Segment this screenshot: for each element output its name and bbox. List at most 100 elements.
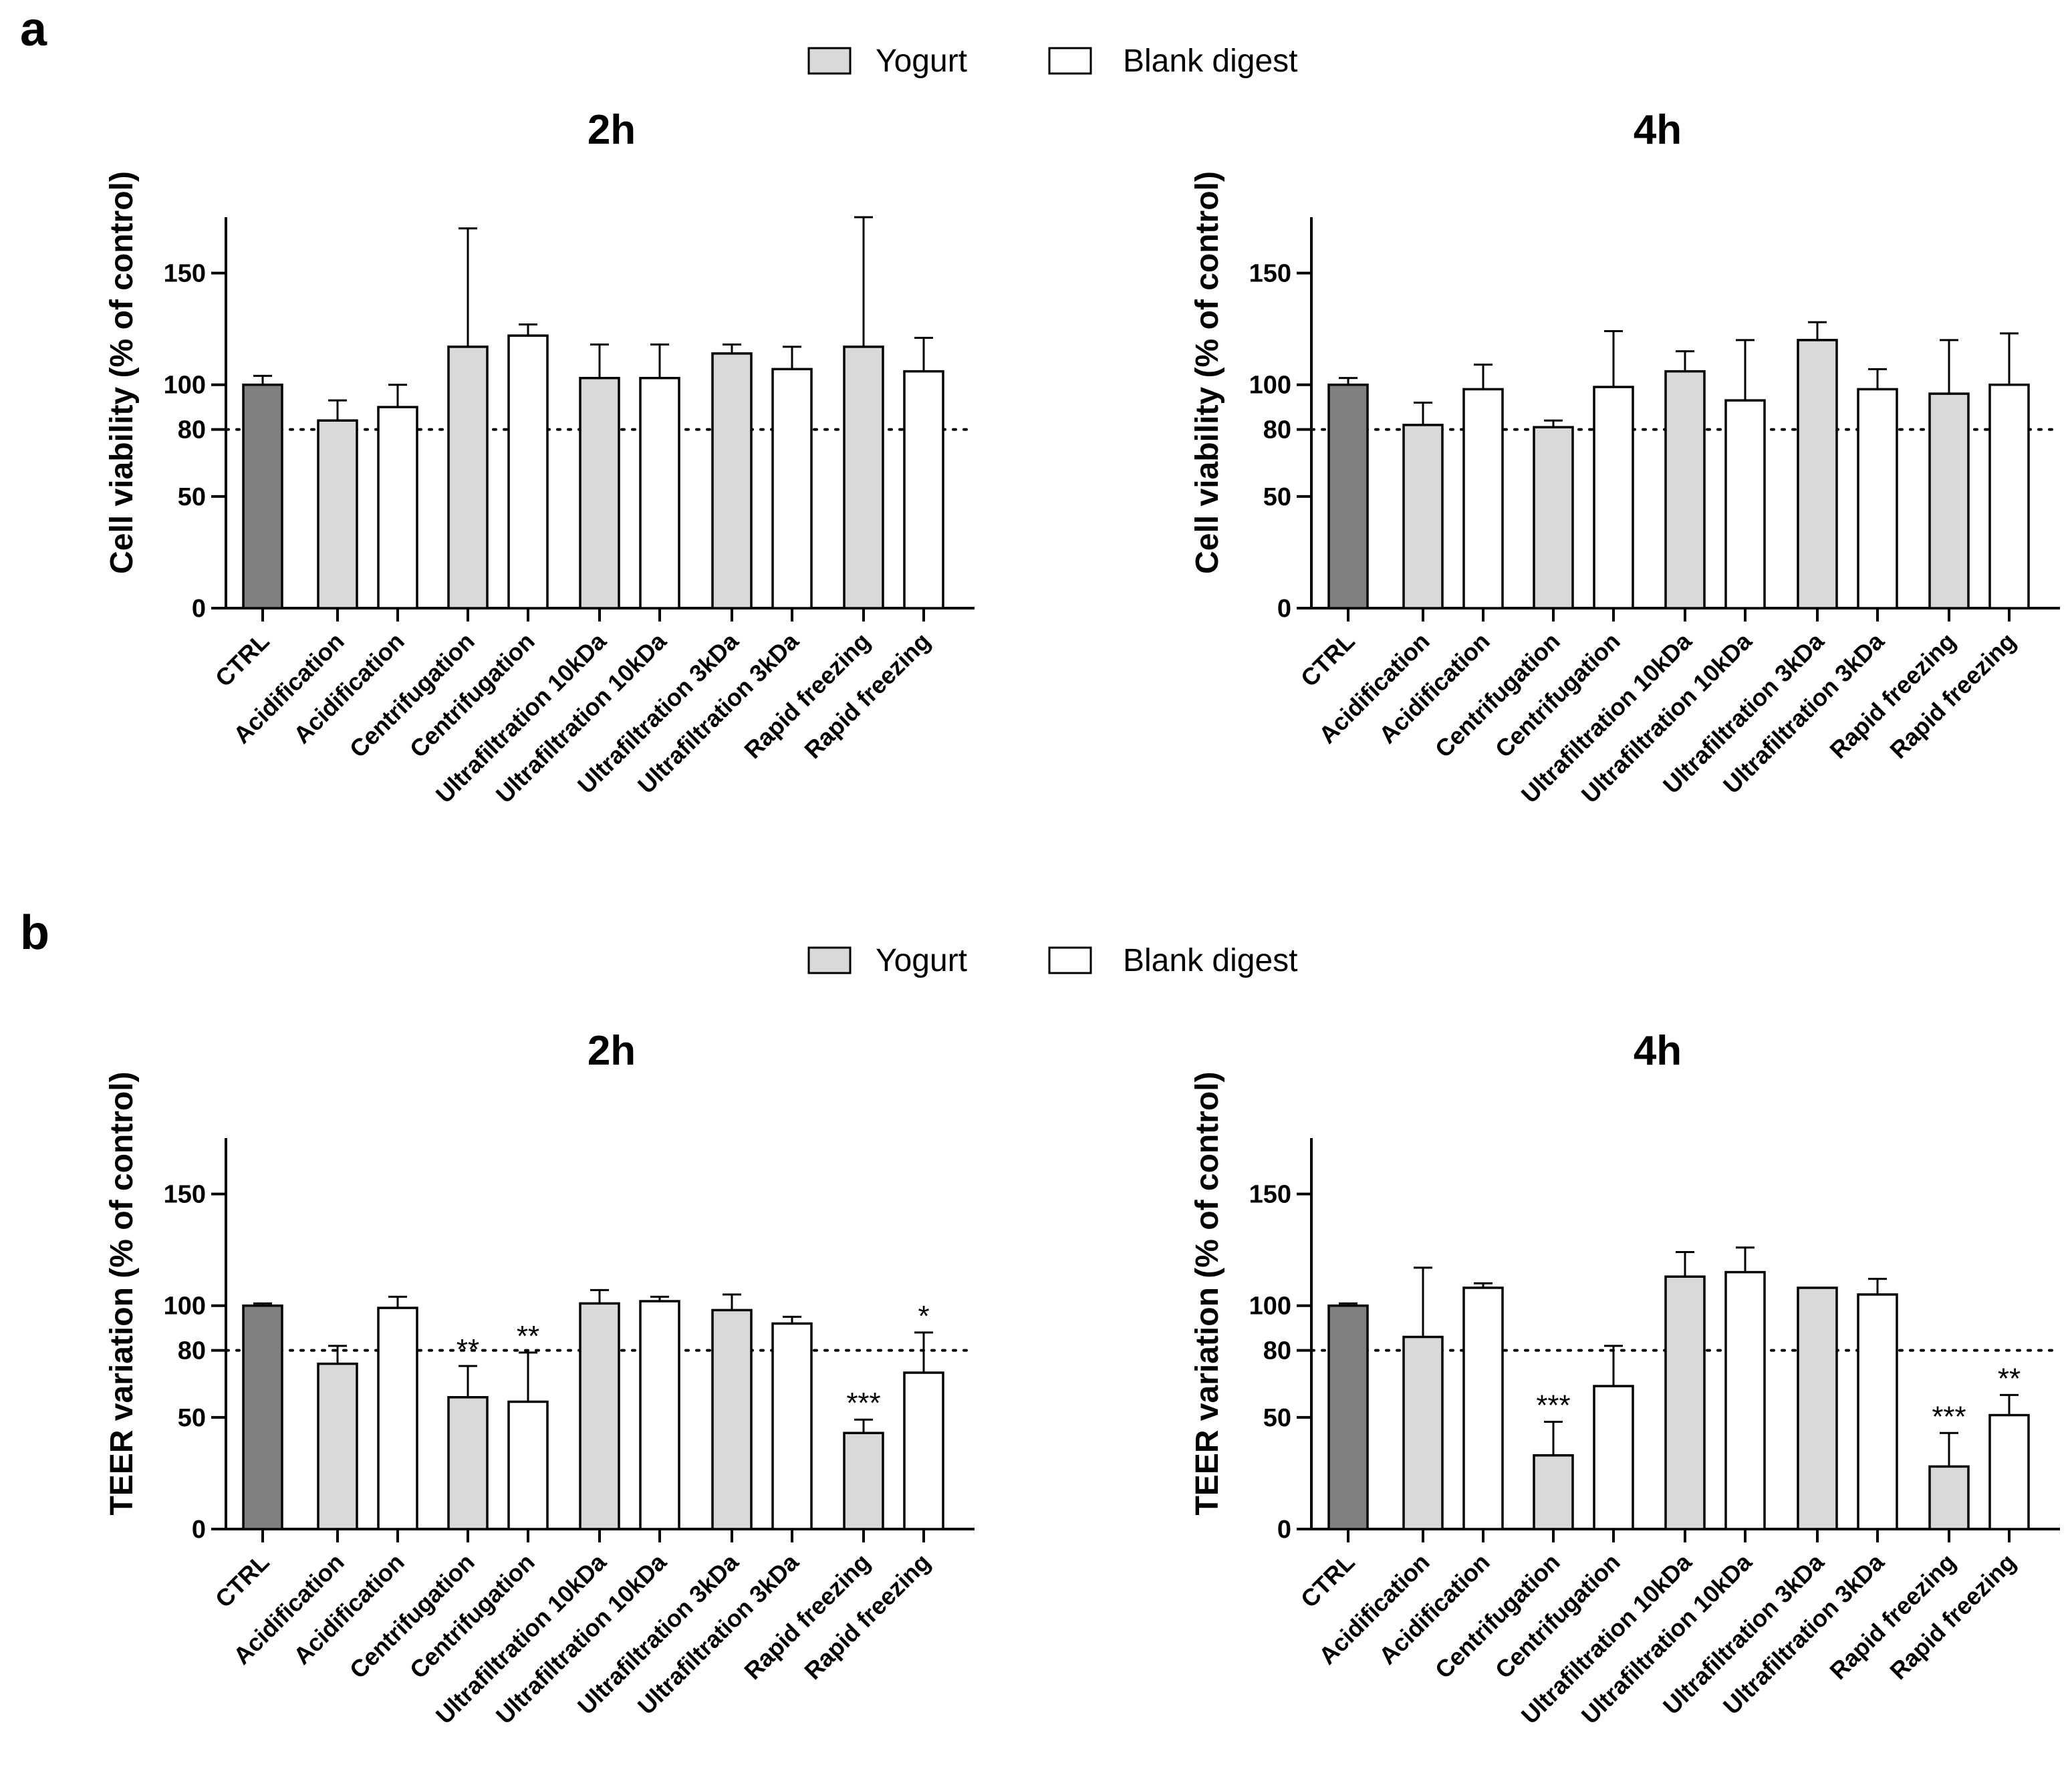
x-tick-label: CTRL [1295,628,1360,692]
bar-yogurt [447,1396,489,1530]
y-tick-label: 150 [1249,260,1291,288]
panel-letter-a: a [20,3,47,56]
bar-yogurt [1797,339,1838,609]
bar-blank [639,376,680,609]
chart-title: 2h [588,1028,636,1074]
x-tick-label: CTRL [210,628,275,692]
y-tick-label: 50 [178,483,206,511]
y-tick-label: 80 [178,416,206,444]
bar-yogurt [317,1362,358,1530]
bar-blank [1593,1385,1634,1530]
y-tick-label: 100 [164,372,206,400]
bar-blank [377,406,418,609]
y-tick-label: 100 [1249,1292,1291,1321]
y-tick-label: 80 [1263,1337,1291,1365]
bar-yogurt [579,376,620,609]
significance-label: *** [846,1387,880,1419]
bar-yogurt [843,1431,884,1530]
panel-letter-b: b [20,906,49,960]
bar-blank [507,1400,549,1530]
bar-yogurt [1533,426,1574,609]
legend-a: Yogurt Blank digest [807,43,1298,79]
bar-blank [771,368,813,609]
panel-a-header: a Yogurt Blank digest [20,3,1298,79]
significance-label: * [918,1300,929,1333]
y-tick-label: 50 [178,1404,206,1432]
bar-ctrl [1327,1304,1369,1530]
panel-b-header: b Yogurt Blank digest [20,906,1298,978]
legend-label-blank-digest: Blank digest [1123,943,1298,978]
y-axis-label: TEER variation (% of control) [104,1071,140,1515]
legend-swatch-yogurt [807,47,852,75]
y-tick-label: 0 [1277,595,1291,623]
y-axis-label: Cell viability (% of control) [104,171,140,574]
chart-a-2h: 2h Cell viability (% of control) 0 50 80 100 1… [104,107,976,809]
bar-blank [1462,1286,1504,1530]
significance-label: *** [1536,1389,1570,1422]
legend-label-blank-digest: Blank digest [1123,43,1298,79]
bar-blank [771,1322,813,1530]
bar-yogurt [1664,370,1706,609]
significance-label: ** [1998,1362,2021,1395]
bar-yogurt [447,346,489,609]
legend-swatch-blank-digest [1048,47,1092,75]
bar-yogurt [711,1309,753,1530]
legend-swatch-yogurt [807,946,852,974]
bar-yogurt [843,346,884,609]
y-tick-label: 100 [164,1292,206,1321]
bar-blank [1988,383,2030,609]
y-tick-label: 100 [1249,372,1291,400]
bar-blank [903,370,944,609]
chart-title: 4h [1634,107,1682,153]
bar-yogurt [1533,1454,1574,1530]
y-tick-label: 150 [1249,1181,1291,1209]
y-tick-label: 0 [192,595,206,623]
y-tick-label: 50 [1263,1404,1291,1432]
y-tick-label: 80 [178,1337,206,1365]
bar-blank [507,334,549,609]
legend-label-yogurt: Yogurt [876,43,967,79]
y-axis-label: TEER variation (% of control) [1190,1071,1225,1515]
bar-blank [1724,1270,1766,1530]
bar-blank [1857,1293,1898,1530]
y-tick-label: 50 [1263,483,1291,511]
bar-blank [1593,386,1634,609]
legend-b: Yogurt Blank digest [807,943,1298,978]
chart-a-4h: 4h Cell viability (% of control) 0 50 80 100 1… [1190,107,2061,809]
legend-swatch-blank-digest [1048,946,1092,974]
bar-yogurt [579,1302,620,1530]
bar-yogurt [1928,1465,1970,1530]
bar-ctrl [242,383,283,609]
significance-label: ** [457,1333,479,1366]
x-tick-label: CTRL [1295,1548,1360,1613]
bar-yogurt [1797,1286,1838,1530]
y-tick-label: 150 [164,260,206,288]
bar-blank [903,1371,944,1530]
bar-ctrl [1327,383,1369,609]
bar-yogurt [1402,424,1444,609]
y-axis-label: Cell viability (% of control) [1190,171,1225,574]
chart-b-2h: 2h TEER variation (% of control) 0 50 80 100 1… [104,1028,976,1730]
x-tick-label: CTRL [210,1548,275,1613]
bar-blank [1857,388,1898,609]
bar-yogurt [1402,1335,1444,1530]
significance-label: ** [517,1320,539,1353]
chart-title: 2h [588,107,636,153]
bar-yogurt [317,419,358,609]
y-tick-label: 150 [164,1181,206,1209]
bar-ctrl [242,1304,283,1530]
legend-label-yogurt: Yogurt [876,943,967,978]
bar-yogurt [711,352,753,609]
bar-yogurt [1928,392,1970,609]
y-tick-label: 80 [1263,416,1291,444]
bar-yogurt [1664,1275,1706,1530]
chart-title: 4h [1634,1028,1682,1074]
bar-blank [1724,399,1766,609]
bar-blank [377,1307,418,1530]
bar-blank [1462,388,1504,609]
bar-blank [639,1300,680,1530]
y-tick-label: 0 [192,1516,206,1544]
significance-label: *** [1932,1400,1966,1433]
